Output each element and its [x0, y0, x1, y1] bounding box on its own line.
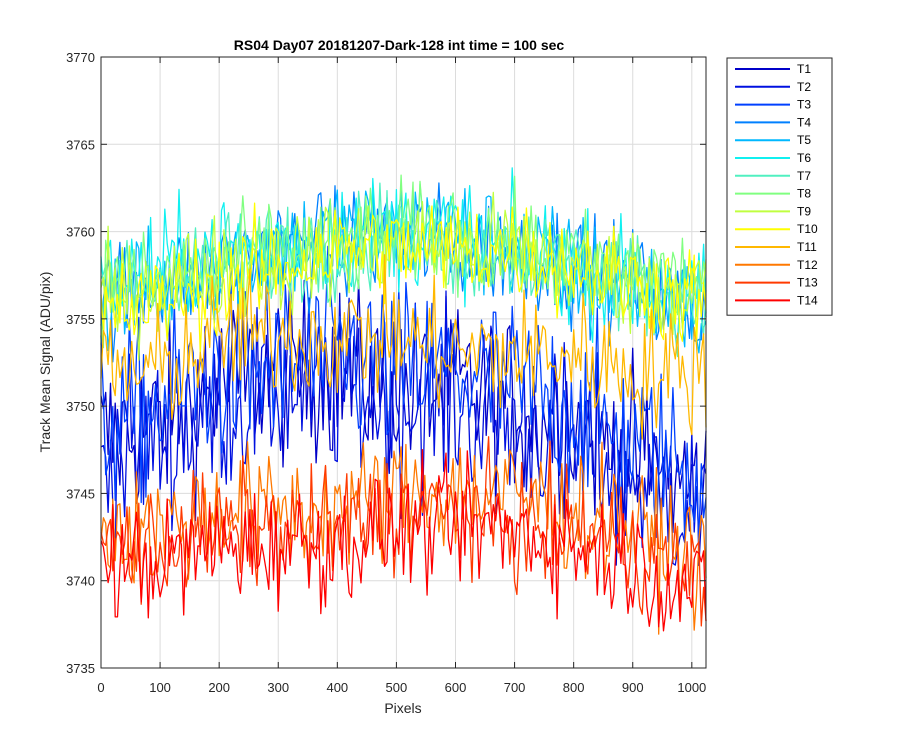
legend-label-T3: T3 [797, 98, 811, 112]
legend-label-T14: T14 [797, 293, 818, 307]
x-tick-label: 200 [208, 680, 230, 695]
legend-label-T10: T10 [797, 222, 818, 236]
x-tick-label: 600 [445, 680, 467, 695]
legend: T1 T2 T3 T4 T5 T6 T7 T8 T9 T10 T11 T12 T13 T14 [726, 57, 833, 316]
series-line-T11 [100, 254, 707, 440]
y-axis-title: Track Mean Signal (ADU/pix) [37, 272, 53, 453]
legend-label-T11: T11 [797, 240, 817, 254]
x-axis-title: Pixels [384, 700, 421, 716]
x-tick-label: 300 [267, 680, 289, 695]
chart-title: RS04 Day07 20181207-Dark-128 int time = … [234, 37, 565, 53]
series-lines [100, 167, 707, 635]
y-tick-label: 3745 [66, 486, 95, 501]
y-tick-label: 3760 [66, 225, 95, 240]
legend-label-T1: T1 [797, 62, 811, 76]
series-line-T13 [100, 436, 707, 627]
axis-ticks: 0 100 200 300 400 500 600 700 800 900 1000 3735 3740… [66, 50, 706, 695]
legend-label-T7: T7 [797, 169, 811, 183]
legend-label-T13: T13 [797, 276, 818, 290]
axes-frame [100, 56, 707, 669]
x-tick-label: 500 [386, 680, 408, 695]
x-tick-label: 400 [326, 680, 348, 695]
legend-label-T6: T6 [797, 151, 811, 165]
legend-label-T12: T12 [797, 258, 818, 272]
x-tick-label: 100 [149, 680, 171, 695]
legend-label-T9: T9 [797, 204, 811, 218]
y-tick-label: 3765 [66, 137, 95, 152]
x-tick-label: 1000 [677, 680, 706, 695]
series-line-T10 [100, 202, 707, 355]
x-tick-label: 700 [504, 680, 526, 695]
plot-area: 0 100 200 300 400 500 600 700 800 900 1000 3735 3740… [66, 50, 707, 695]
legend-label-T8: T8 [797, 187, 811, 201]
y-tick-label: 3770 [66, 50, 95, 65]
x-tick-label: 0 [97, 680, 104, 695]
x-tick-label: 800 [563, 680, 585, 695]
x-tick-label: 900 [622, 680, 644, 695]
y-tick-label: 3755 [66, 312, 95, 327]
legend-label-T5: T5 [797, 133, 811, 147]
y-tick-label: 3750 [66, 399, 95, 414]
legend-label-T2: T2 [797, 80, 811, 94]
y-tick-label: 3735 [66, 661, 95, 676]
y-tick-label: 3740 [66, 574, 95, 589]
legend-label-T4: T4 [797, 115, 811, 129]
legend-box [726, 57, 833, 316]
series-line-T14 [100, 448, 707, 632]
